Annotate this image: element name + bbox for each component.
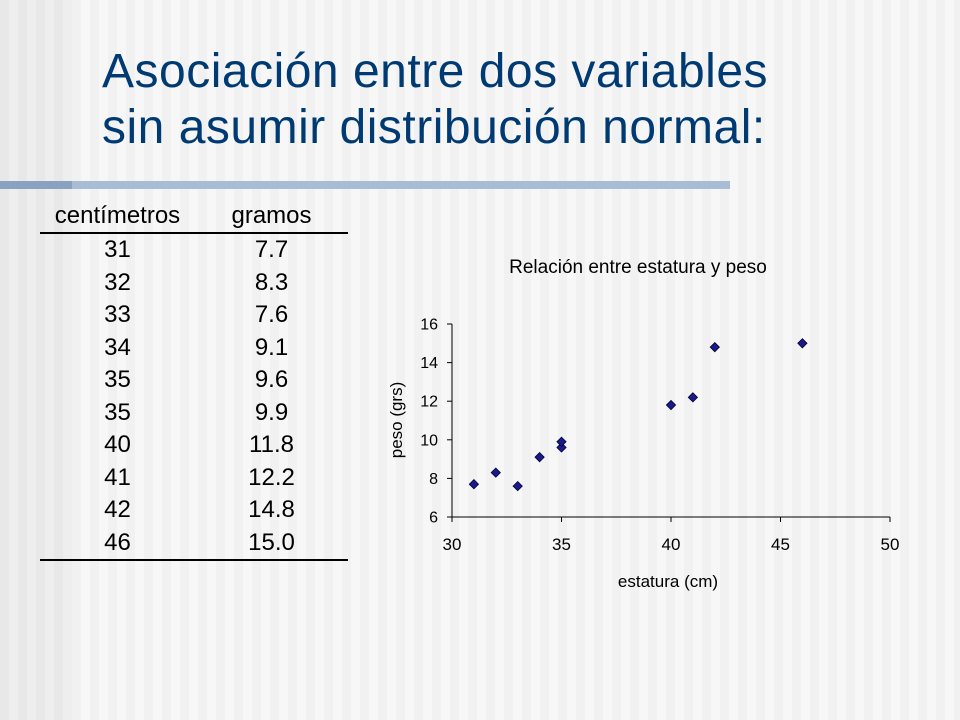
table-cell-gramos: 14.8: [248, 496, 295, 524]
table-row: 41 12.2: [40, 462, 348, 495]
table-cell-gramos: 15.0: [195, 526, 348, 561]
table-cell-centimetros: 34: [104, 333, 131, 361]
table-header-row: centímetros gramos: [40, 199, 348, 234]
table-cell-gramos: 12.2: [248, 463, 295, 491]
chart-title: Relación entre estatura y peso: [509, 257, 767, 278]
data-table: centímetros gramos 31 7.7 32 8.3 33 7.6 …: [40, 199, 348, 561]
y-tick-label: 16: [420, 317, 438, 334]
data-point: [534, 452, 545, 463]
x-tick-label: 40: [662, 535, 681, 554]
table-cell-gramos: 7.7: [254, 236, 289, 264]
table-cell-centimetros: 41: [104, 463, 131, 491]
data-point: [468, 479, 480, 490]
table-cell-centimetros: 46: [40, 526, 195, 561]
table-cell-centimetros: 31: [104, 236, 131, 264]
table-cell-centimetros: 35: [104, 366, 131, 394]
table-cell-gramos: 11.8: [249, 431, 294, 459]
x-tick-label: 30: [443, 535, 462, 554]
table-row: 34 9.1: [40, 332, 348, 365]
data-point: [490, 467, 501, 478]
data-point: [687, 392, 699, 403]
y-tick-label: 12: [420, 394, 438, 411]
table-cell-centimetros: 32: [104, 268, 131, 296]
column-header-centimetros: centímetros: [40, 199, 195, 234]
data-point: [512, 480, 523, 492]
title-underline-bar: [0, 181, 730, 189]
background-stripe-band: [0, 0, 72, 720]
y-tick-label: 8: [429, 471, 438, 488]
data-point: [709, 341, 720, 353]
table-cell-gramos: 7.6: [254, 301, 289, 329]
slide-title-line-1: Asociación entre dos variables: [102, 45, 769, 98]
title-underline-bar-left: [0, 181, 72, 189]
y-tick-label: 10: [420, 432, 438, 449]
chart-points: [468, 338, 808, 492]
x-tick-label: 45: [771, 535, 790, 554]
scatter-chart: Relación entre estatura y peso estatura …: [387, 257, 899, 591]
y-tick-label: 6: [429, 510, 438, 527]
table-cell-gramos: 9.1: [254, 333, 289, 361]
column-header-gramos: gramos: [195, 199, 348, 234]
table-row: 33 7.6: [40, 299, 348, 332]
x-tick-label: 35: [552, 535, 571, 554]
x-tick-label: 50: [881, 535, 900, 554]
data-point: [556, 442, 567, 453]
y-axis-label: peso (grs): [387, 382, 406, 459]
table-row: 46 15.0: [40, 526, 348, 561]
slide-title-line-2: sin asumir distribución normal:: [102, 101, 766, 154]
table-cell-gramos: 9.9: [254, 398, 289, 426]
table-row: 35 9.9: [40, 397, 348, 430]
table-row: 42 14.8: [40, 494, 348, 527]
table-cell-gramos: 9.6: [254, 366, 289, 394]
y-tick-label: 14: [420, 355, 438, 372]
data-table-container: centímetros gramos 31 7.7 32 8.3 33 7.6 …: [40, 199, 348, 561]
table-cell-centimetros: 33: [104, 301, 131, 329]
slide-title: Asociación entre dos variables sin asumi…: [102, 44, 952, 156]
table-row: 35 9.6: [40, 364, 348, 397]
table-cell-centimetros: 42: [104, 496, 131, 524]
data-point: [665, 399, 677, 411]
x-axis-label: estatura (cm): [618, 572, 718, 591]
table-cell-centimetros: 40: [104, 431, 131, 459]
table-row: 40 11.8: [40, 429, 348, 462]
table-row: 31 7.7: [40, 233, 348, 267]
data-point: [797, 338, 808, 349]
data-point: [556, 436, 567, 447]
chart-axes: 6 8 10 12 14 16 30 35 40 45 50: [420, 317, 899, 555]
table-row: 32 8.3: [40, 267, 348, 300]
table-cell-centimetros: 35: [104, 398, 131, 426]
table-cell-gramos: 8.3: [254, 268, 289, 296]
